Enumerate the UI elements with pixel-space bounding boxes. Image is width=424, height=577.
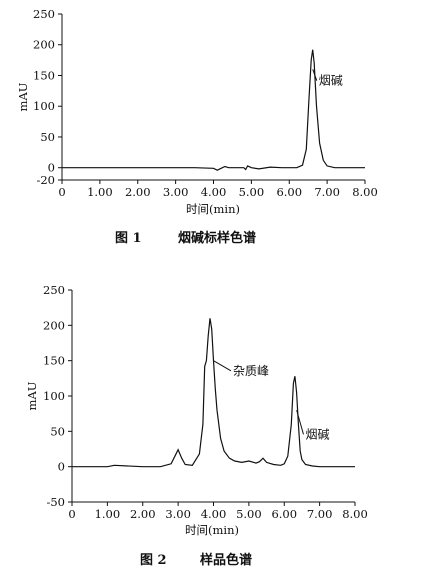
chart-1: 0 1.00 2.00 3.00 4.00 5.00 6.00 7.00 8.00 -200 50 1… <box>16 7 378 246</box>
chart-2-y-tick-label: -50 <box>46 495 65 509</box>
chart-2-y-tick-label: 200 <box>43 318 65 332</box>
chart-1-y-tick-label: 50 <box>40 130 55 144</box>
chart-1-x-tick-label: 6.00 <box>276 185 302 199</box>
chart-1-x-tick-label: 3.00 <box>163 185 189 199</box>
chart-2-caption-number: 图 2 <box>140 553 167 568</box>
chart-2-x-tick-label: 4.00 <box>201 507 227 521</box>
chart-1-trace <box>62 49 365 171</box>
chart-2: 0 1.00 2.00 3.00 4.00 5.00 6.00 7.00 8.00-500501… <box>25 283 368 568</box>
chart-1-x-tick-label: 8.00 <box>352 185 378 199</box>
chart-2-x-tick-label: 1.00 <box>95 507 121 521</box>
chart-2-y-tick-label: 250 <box>43 283 65 297</box>
chart-1-x-tick-label: 1.00 <box>87 185 113 199</box>
chart-1-x-tick-label: 5.00 <box>239 185 265 199</box>
chart-1-x-tick-label: 4.00 <box>201 185 227 199</box>
chart-1-y-tick-label: 150 <box>33 68 55 82</box>
chart-2-x-tick-label: 8.00 <box>342 507 368 521</box>
chart-2-annotation-leader <box>213 360 232 372</box>
chart-1-ylabel: mAU <box>16 82 30 111</box>
chart-2-caption-title: 样品色谱 <box>200 552 252 568</box>
chart-2-x-tick-label: 0 <box>68 507 75 521</box>
chart-2-y-tick-label: 0 <box>58 460 65 474</box>
chart-1-annotation-label: 烟碱 <box>319 74 343 88</box>
chart-2-annotation-label: 烟碱 <box>305 427 329 441</box>
chart-1-x-tick-label: 7.00 <box>314 185 340 199</box>
chart-1-y-tick-label: 200 <box>33 38 55 52</box>
chart-2-y-tick-label: 150 <box>43 354 65 368</box>
chart-1-x-tick-label: 2.00 <box>125 185 151 199</box>
chart-2-annotation-label: 杂质峰 <box>233 364 269 378</box>
chart-1-y-tick-label: -20 <box>36 173 55 187</box>
chart-1-y-tick-label: 100 <box>33 99 55 113</box>
chart-2-x-tick-label: 5.00 <box>236 507 262 521</box>
chart-2-x-tick-label: 2.00 <box>130 507 156 521</box>
chart-2-x-tick-label: 6.00 <box>271 507 297 521</box>
chart-1-xlabel: 时间(min) <box>186 202 240 216</box>
chart-1-annotation-leader <box>312 69 318 81</box>
chart-2-ylabel: mAU <box>25 381 39 410</box>
chart-1-x-tick-label: 0 <box>58 185 65 199</box>
chart-1-caption-number: 图 1 <box>115 231 142 246</box>
chart-1-caption-title: 烟碱标样色谱 <box>178 230 256 246</box>
chart-1-y-tick-label: 250 <box>33 7 55 21</box>
chart-2-annotation-leader <box>296 409 304 435</box>
chart-1-y-tick-label: 0 <box>48 161 55 175</box>
chart-2-y-tick-label: 50 <box>50 424 65 438</box>
chart-2-y-tick-label: 100 <box>43 389 65 403</box>
chart-2-x-tick-label: 3.00 <box>165 507 191 521</box>
chart-2-xlabel: 时间(min) <box>185 523 239 537</box>
chart-2-trace <box>72 318 355 468</box>
chart-2-x-tick-label: 7.00 <box>307 507 333 521</box>
